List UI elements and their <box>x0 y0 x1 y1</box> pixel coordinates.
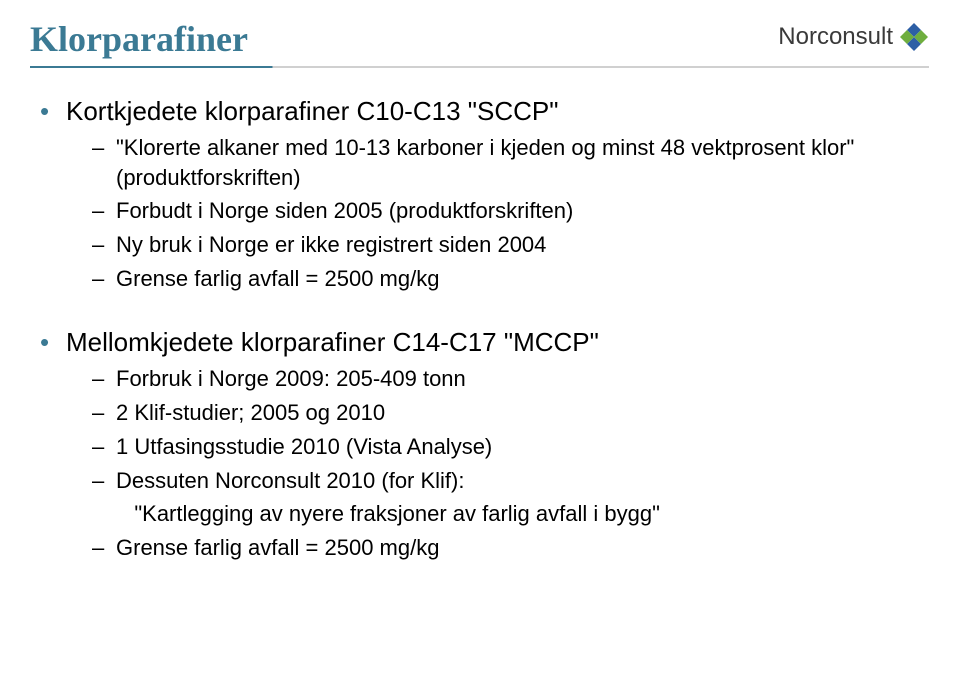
dash-icon: – <box>92 266 106 292</box>
section1-sub1: "Klorerte alkaner med 10-13 karboner i k… <box>116 133 919 192</box>
bullet-icon: • <box>40 98 52 124</box>
norconsult-logo-icon <box>899 22 929 52</box>
list-item: – Forbudt i Norge siden 2005 (produktfor… <box>92 196 919 226</box>
section1-heading: Kortkjedete klorparafiner C10-C13 "SCCP" <box>66 96 558 127</box>
list-item: – "Kartlegging av nyere fraksjoner av fa… <box>92 499 919 529</box>
dash-icon: – <box>92 135 106 161</box>
section2-heading: Mellomkjedete klorparafiner C14-C17 "MCC… <box>66 327 599 358</box>
list-item: – Dessuten Norconsult 2010 (for Klif): <box>92 466 919 496</box>
slide-title: Klorparafiner <box>30 18 248 60</box>
section2-sublist: – Forbruk i Norge 2009: 205-409 tonn – 2… <box>92 364 919 562</box>
bullet-icon: • <box>40 329 52 355</box>
section2-sub4: Dessuten Norconsult 2010 (for Klif): <box>116 466 465 496</box>
list-item: – "Klorerte alkaner med 10-13 karboner i… <box>92 133 919 192</box>
section2-sub2: 2 Klif-studier; 2005 og 2010 <box>116 398 385 428</box>
dash-icon: – <box>92 535 106 561</box>
dash-icon: – <box>92 400 106 426</box>
slide-header: Klorparafiner Norconsult <box>0 0 959 60</box>
list-item: – Grense farlig avfall = 2500 mg/kg <box>92 264 919 294</box>
bullet-section-1: • Kortkjedete klorparafiner C10-C13 "SCC… <box>64 96 919 293</box>
dash-icon: – <box>92 198 106 224</box>
list-item: – 1 Utfasingsstudie 2010 (Vista Analyse) <box>92 432 919 462</box>
dash-icon: – <box>92 468 106 494</box>
list-item: – Forbruk i Norge 2009: 205-409 tonn <box>92 364 919 394</box>
dash-icon: – <box>92 366 106 392</box>
section1-sub4: Grense farlig avfall = 2500 mg/kg <box>116 264 439 294</box>
section2-sub3: 1 Utfasingsstudie 2010 (Vista Analyse) <box>116 432 492 462</box>
section2-sub1: Forbruk i Norge 2009: 205-409 tonn <box>116 364 466 394</box>
brand-text: Norconsult <box>778 23 893 51</box>
section1-sub2: Forbudt i Norge siden 2005 (produktforsk… <box>116 196 573 226</box>
section1-sub3: Ny bruk i Norge er ikke registrert siden… <box>116 230 546 260</box>
list-item: – Grense farlig avfall = 2500 mg/kg <box>92 533 919 563</box>
bullet-section-2: • Mellomkjedete klorparafiner C14-C17 "M… <box>64 327 919 562</box>
section2-sub5: "Kartlegging av nyere fraksjoner av farl… <box>116 499 660 529</box>
section1-sublist: – "Klorerte alkaner med 10-13 karboner i… <box>92 133 919 293</box>
list-item: – 2 Klif-studier; 2005 og 2010 <box>92 398 919 428</box>
list-item: – Ny bruk i Norge er ikke registrert sid… <box>92 230 919 260</box>
dash-icon: – <box>92 232 106 258</box>
section2-sub6: Grense farlig avfall = 2500 mg/kg <box>116 533 439 563</box>
brand-block: Norconsult <box>778 22 929 52</box>
dash-icon: – <box>92 434 106 460</box>
slide-content: • Kortkjedete klorparafiner C10-C13 "SCC… <box>0 68 959 563</box>
